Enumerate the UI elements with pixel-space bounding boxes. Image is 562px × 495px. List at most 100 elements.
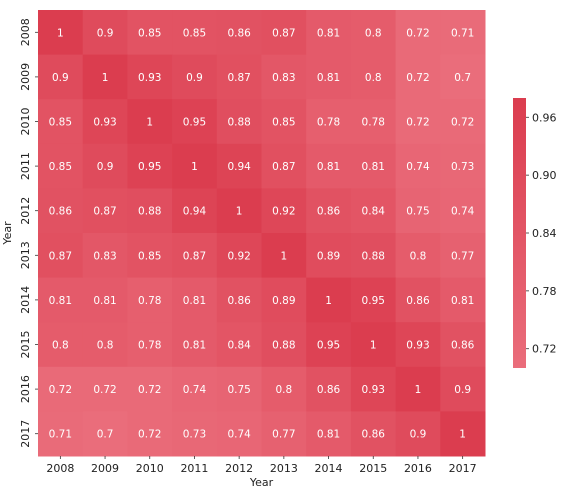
heatmap-cell bbox=[261, 366, 307, 412]
cell-value-label: 0.86 bbox=[227, 27, 251, 39]
heatmap-cell bbox=[440, 233, 486, 279]
cell-value-label: 0.77 bbox=[272, 429, 295, 441]
x-tick-label: 2012 bbox=[225, 462, 253, 475]
cell-value-label: 0.84 bbox=[227, 340, 251, 352]
heatmap-cell bbox=[216, 99, 262, 145]
cell-value-label: 0.72 bbox=[451, 117, 474, 129]
y-axis-ticks: 2008 2009 2010 2011 2012 2013 2014 2015 2016 2017 bbox=[19, 18, 38, 448]
cell-value-label: 0.78 bbox=[138, 340, 161, 352]
heatmap-cell bbox=[306, 10, 352, 56]
cell-value-label: 0.78 bbox=[362, 117, 385, 129]
cell-value-label: 0.8 bbox=[410, 250, 427, 262]
heatmap-cell bbox=[306, 233, 352, 279]
heatmap-cell bbox=[306, 54, 352, 100]
cell-value-label: 0.72 bbox=[49, 384, 72, 396]
cell-value-label: 0.7 bbox=[454, 72, 471, 84]
y-tick-label: 2009 bbox=[19, 63, 32, 91]
heatmap-cell bbox=[127, 143, 173, 189]
heatmap-cell bbox=[216, 143, 262, 189]
heatmap-cell bbox=[38, 188, 84, 234]
heatmap-cell bbox=[306, 188, 352, 234]
heatmap-cell bbox=[216, 411, 262, 457]
cell-value-label: 0.85 bbox=[138, 27, 161, 39]
cell-value-label: 0.9 bbox=[52, 72, 69, 84]
cell-value-label: 1 bbox=[57, 27, 64, 39]
cell-value-label: 0.81 bbox=[183, 340, 206, 352]
heatmap-cell bbox=[306, 99, 352, 145]
heatmap-cell bbox=[350, 366, 397, 412]
cell-value-label: 0.87 bbox=[93, 206, 116, 218]
colorbar-tick-label: 0.96 bbox=[532, 111, 557, 124]
heatmap-cell bbox=[172, 99, 218, 145]
x-axis-ticks: 2008 2009 2010 2011 2012 2013 2014 2015 2016 2017 bbox=[46, 456, 477, 475]
cell-value-label: 0.8 bbox=[365, 72, 382, 84]
cell-value-label: 0.88 bbox=[272, 340, 295, 352]
cell-value-label: 0.92 bbox=[272, 206, 295, 218]
heatmap-cell bbox=[395, 188, 441, 234]
heatmap-cell bbox=[127, 188, 173, 234]
heatmap-cell bbox=[261, 411, 307, 457]
cell-value-label: 0.75 bbox=[406, 206, 429, 218]
cell-value-label: 1 bbox=[236, 206, 243, 218]
cell-value-label: 0.85 bbox=[138, 250, 161, 262]
cell-value-label: 0.81 bbox=[49, 295, 72, 307]
heatmap-cell bbox=[350, 322, 397, 368]
cell-value-label: 0.88 bbox=[362, 250, 385, 262]
cell-value-label: 0.81 bbox=[183, 295, 206, 307]
cell-value-label: 0.95 bbox=[183, 117, 206, 129]
cell-value-label: 0.86 bbox=[362, 429, 386, 441]
heatmap-cell bbox=[38, 54, 84, 100]
cell-value-label: 0.86 bbox=[227, 295, 251, 307]
cell-value-label: 0.78 bbox=[317, 117, 340, 129]
cell-value-label: 0.83 bbox=[93, 250, 116, 262]
cell-value-label: 0.77 bbox=[451, 250, 474, 262]
cell-value-label: 0.86 bbox=[451, 340, 475, 352]
heatmap-cell bbox=[127, 411, 173, 457]
cell-value-label: 0.72 bbox=[406, 117, 429, 129]
heatmap-cell bbox=[440, 277, 486, 323]
heatmap-cell bbox=[395, 411, 441, 457]
cell-value-label: 1 bbox=[370, 340, 377, 352]
heatmap-cell bbox=[440, 99, 486, 145]
heatmap-cell bbox=[38, 143, 84, 189]
heatmap-cell bbox=[350, 188, 397, 234]
cell-value-label: 0.9 bbox=[410, 429, 427, 441]
heatmap-cell bbox=[172, 10, 218, 56]
cell-value-label: 0.75 bbox=[227, 384, 250, 396]
heatmap-cell bbox=[82, 277, 128, 323]
cell-value-label: 0.73 bbox=[451, 161, 474, 173]
heatmap-cell bbox=[395, 99, 441, 145]
cell-value-label: 0.9 bbox=[454, 384, 471, 396]
cell-value-label: 0.87 bbox=[272, 27, 295, 39]
heatmap-cell bbox=[172, 322, 218, 368]
cell-value-label: 0.86 bbox=[317, 206, 341, 218]
heatmap-cell bbox=[38, 10, 84, 56]
heatmap-cell bbox=[172, 188, 218, 234]
cell-value-label: 0.89 bbox=[272, 295, 295, 307]
cell-value-label: 0.86 bbox=[49, 206, 73, 218]
cell-value-label: 0.93 bbox=[362, 384, 385, 396]
heatmap-cell bbox=[216, 277, 262, 323]
cell-value-label: 0.85 bbox=[49, 161, 72, 173]
heatmap-cell bbox=[350, 411, 397, 457]
cell-value-label: 1 bbox=[325, 295, 332, 307]
cell-value-label: 0.81 bbox=[362, 161, 385, 173]
heatmap-cell bbox=[261, 54, 307, 100]
cell-value-label: 0.95 bbox=[362, 295, 385, 307]
heatmap-cell bbox=[350, 99, 397, 145]
cell-value-label: 0.85 bbox=[49, 117, 72, 129]
heatmap-cell bbox=[82, 366, 128, 412]
heatmap-cell bbox=[216, 10, 262, 56]
cell-value-label: 0.72 bbox=[93, 384, 116, 396]
cell-value-label: 0.8 bbox=[97, 340, 114, 352]
cell-value-label: 0.87 bbox=[49, 250, 72, 262]
y-tick-label: 2008 bbox=[19, 18, 32, 46]
cell-value-label: 0.83 bbox=[272, 72, 295, 84]
cell-value-label: 0.93 bbox=[406, 340, 429, 352]
cell-value-label: 0.92 bbox=[227, 250, 250, 262]
heatmap-cell bbox=[127, 233, 173, 279]
cell-value-label: 1 bbox=[191, 161, 198, 173]
heatmap-cell bbox=[261, 10, 307, 56]
heatmap-cell bbox=[127, 277, 173, 323]
heatmap-cell bbox=[440, 143, 486, 189]
